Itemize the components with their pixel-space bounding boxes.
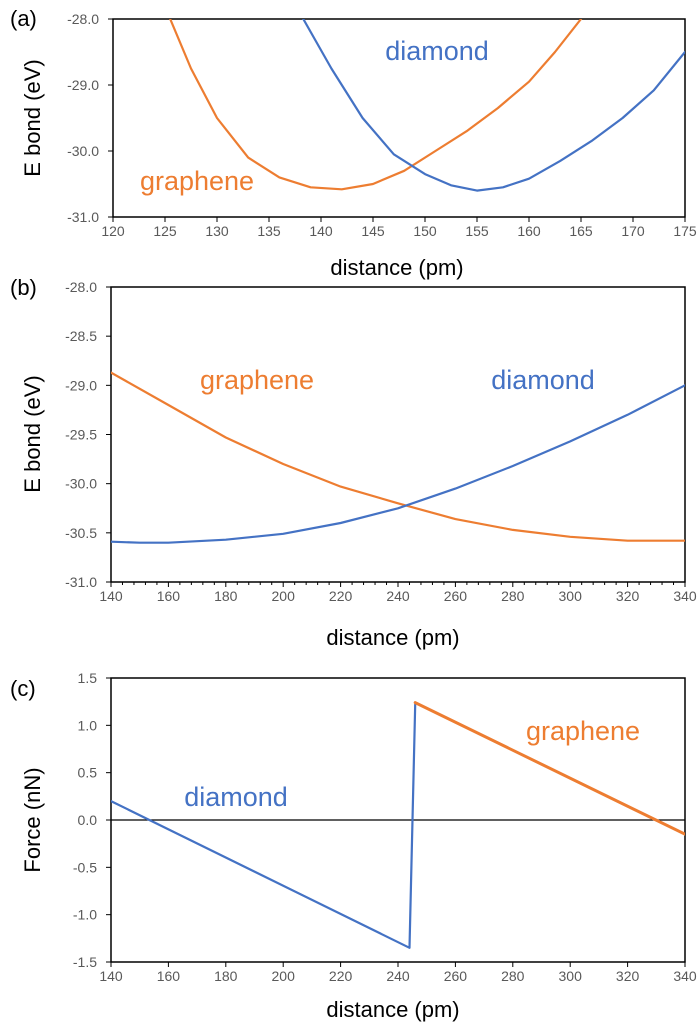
panel-a-x-tick-label: 165 <box>569 223 593 239</box>
panel-a-y-tick-label: -31.0 <box>67 209 99 225</box>
panel-c-y-axis-title: Force (nN) <box>20 767 45 872</box>
panel-a-label: (a) <box>10 6 37 31</box>
panel-a-plot-frame <box>112 18 686 218</box>
panel-c-y-tick-label: 0.5 <box>78 765 98 781</box>
panel-c-x-axis-title: distance (pm) <box>326 997 459 1022</box>
panel-b-x-tick-label: 200 <box>272 588 296 604</box>
panel-a-x-tick-label: 135 <box>257 223 281 239</box>
panel-b-x-tick-label: 300 <box>559 588 583 604</box>
panel-b-x-axis-title: distance (pm) <box>326 625 459 650</box>
panel-a-y-tick-label: -29.0 <box>67 77 99 93</box>
panel-a-x-tick-label: 155 <box>465 223 489 239</box>
panel-b-y-tick-label: -29.5 <box>65 427 97 443</box>
panel-c-x-tick-label: 240 <box>386 968 410 984</box>
panel-c-x-tick-label: 220 <box>329 968 353 984</box>
panel-c-x-tick-label: 160 <box>157 968 181 984</box>
panel-c-x-tick-label: 140 <box>99 968 123 984</box>
panel-b-y-tick-label: -29.0 <box>65 377 97 393</box>
panel-a-x-axis-title: distance (pm) <box>330 255 463 280</box>
panel-b-series-label-diamond: diamond <box>491 365 595 395</box>
panel-c-x-tick-label: 260 <box>444 968 468 984</box>
panel-c-x-tick-label: 180 <box>214 968 238 984</box>
panel-c: (c) Force (nN) distance (pm) 140 160 180 20… <box>10 670 697 1022</box>
panel-c-series-line-diamond <box>111 703 417 949</box>
panel-a-x-tick-label: 125 <box>153 223 177 239</box>
panel-a-y-axis-title: E bond (eV) <box>20 59 45 176</box>
panel-b-x-tick-label: 240 <box>386 588 410 604</box>
panel-b-x-tick-label: 180 <box>214 588 238 604</box>
panel-c-y-tick-label: 1.0 <box>78 717 98 733</box>
panel-c-series-label-diamond: diamond <box>184 782 288 812</box>
panel-a-x-tick-label: 145 <box>361 223 385 239</box>
panel-c-label: (c) <box>10 676 36 701</box>
panel-a: (a) E bond (eV) distance (pm) 120 125 130 1… <box>10 6 697 280</box>
panel-a-y-tick-label: -28.0 <box>67 11 99 27</box>
panel-a-x-tick-label: 170 <box>621 223 645 239</box>
panel-b-y-tick-label: -31.0 <box>65 574 97 590</box>
panel-b-x-tick-label: 220 <box>329 588 353 604</box>
panel-a-x-tick-label: 160 <box>517 223 541 239</box>
panel-c-series-label-graphene: graphene <box>526 716 640 746</box>
panel-c-x-tick-label: 200 <box>272 968 296 984</box>
panel-b-series-label-graphene: graphene <box>200 365 314 395</box>
panel-b-label: (b) <box>10 275 37 300</box>
panel-b-y-tick-label: -30.5 <box>65 525 97 541</box>
panel-b-x-tick-label: 160 <box>157 588 181 604</box>
panel-b-y-axis-title: E bond (eV) <box>20 375 45 492</box>
panel-b: (b) E bond (eV) distance (pm) 140 160 180 2… <box>10 275 697 650</box>
panel-b-x-tick-label: 140 <box>99 588 123 604</box>
panel-b-series-line-graphene <box>111 371 685 542</box>
panel-a-series-label-diamond: diamond <box>385 36 489 66</box>
panel-a-x-tick-label: 130 <box>205 223 229 239</box>
panel-b-x-tick-label: 320 <box>616 588 640 604</box>
panel-a-series-line-diamond <box>302 19 685 192</box>
panel-a-plot: 120 125 130 135 140 145 150 155 160 165 170 175 -28.… <box>67 11 697 239</box>
panel-b-y-tick-label: -28.0 <box>65 279 97 295</box>
panel-a-series-label-graphene: graphene <box>140 166 254 196</box>
panel-b-x-tick-label: 260 <box>444 588 468 604</box>
panel-c-y-tick-label: 1.5 <box>78 670 98 686</box>
panel-c-x-tick-label: 300 <box>559 968 583 984</box>
panel-c-x-tick-label: 340 <box>673 968 697 984</box>
panel-c-y-tick-label: -0.5 <box>73 859 97 875</box>
panel-b-y-tick-label: -30.0 <box>65 476 97 492</box>
panel-a-x-tick-label: 120 <box>101 223 125 239</box>
panel-c-x-tick-label: 320 <box>616 968 640 984</box>
panel-c-plot: 140 160 180 200 220 240 260 280 300 320 340 1.5 1.0 0… <box>73 670 697 984</box>
panel-b-x-tick-label: 340 <box>673 588 697 604</box>
panel-c-y-tick-label: 0.0 <box>78 812 98 828</box>
panel-a-x-tick-label: 175 <box>673 223 697 239</box>
panel-c-series-line-graphene <box>413 701 685 836</box>
panel-c-x-tick-label: 280 <box>501 968 525 984</box>
panel-b-plot: 140 160 180 200 220 240 260 280 300 320 340 -28.0 -2… <box>65 279 697 604</box>
panel-b-x-tick-label: 280 <box>501 588 525 604</box>
panel-b-y-tick-label: -28.5 <box>65 328 97 344</box>
panel-c-y-tick-label: -1.0 <box>73 907 97 923</box>
panel-c-y-tick-label: -1.5 <box>73 954 97 970</box>
panel-a-y-tick-label: -30.0 <box>67 143 99 159</box>
panel-a-series-line-graphene <box>169 19 583 191</box>
panel-b-series-line-diamond <box>111 384 685 544</box>
panel-a-x-tick-label: 140 <box>309 223 333 239</box>
panel-a-x-tick-label: 150 <box>413 223 437 239</box>
